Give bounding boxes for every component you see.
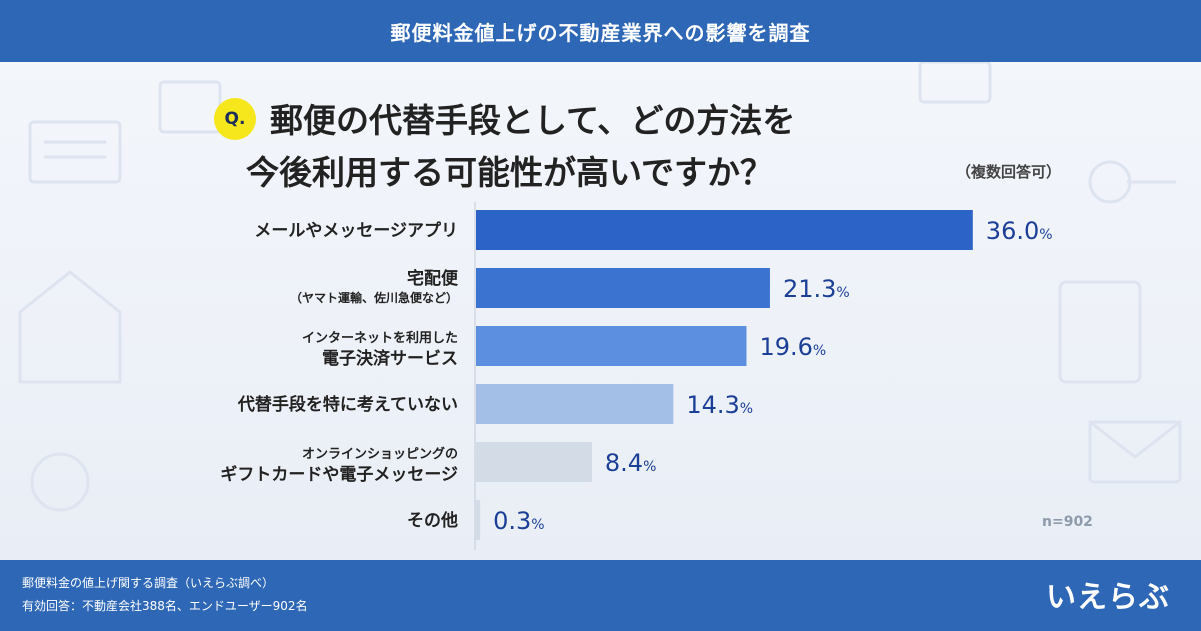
bar-2: [476, 326, 747, 366]
footer-bar: 郵便料金の値上げ関する調査（いえらぶ調べ） 有効回答：不動産会社388名、エンド…: [0, 560, 1201, 631]
bar-3: [476, 384, 674, 424]
category-label-5-0: その他: [407, 510, 458, 531]
category-label-2-0: インターネットを利用した: [302, 330, 458, 346]
header-title: 郵便料金値上げの不動産業界への影響を調査: [390, 20, 811, 45]
bar-4: [476, 442, 592, 482]
content-area: Q. 郵便の代替手段として、どの方法を 今後利用する可能性が高いですか？ （複数…: [0, 62, 1201, 560]
category-label-1-0: 宅配便: [407, 268, 459, 289]
house-icon: [18, 270, 122, 384]
document-icon: [28, 120, 122, 184]
category-label-4-1: ギフトカードや電子メッセージ: [220, 465, 458, 485]
value-label-3: 14.3%: [686, 391, 753, 419]
envelope-icon: [1088, 420, 1182, 484]
value-label-2: 19.6%: [759, 333, 826, 361]
question-line-2: 今後利用する可能性が高いですか？: [246, 153, 774, 192]
question-note: （複数回答可）: [956, 163, 1062, 181]
clipboard-icon: [1058, 280, 1142, 384]
bar-chart: メールやメッセージアプリ 36.0% 宅配便（ヤマト運輸、佐川急便など） 21.3% イ…: [220, 202, 1053, 550]
background-decoration: [18, 62, 1182, 512]
footer-respondents: 有効回答：不動産会社388名、エンドユーザー902名: [22, 599, 308, 613]
question-line-1: 郵便の代替手段として、どの方法を: [270, 101, 796, 140]
book-icon: [918, 62, 992, 104]
sample-size: n=902: [1042, 514, 1093, 530]
bar-5: [476, 500, 481, 540]
question-badge: Q.: [214, 98, 256, 140]
category-label-0-0: メールやメッセージアプリ: [254, 220, 458, 241]
category-label-1-1: （ヤマト運輸、佐川急便など）: [290, 290, 458, 305]
category-label-3-0: 代替手段を特に考えていない: [237, 394, 458, 415]
person-icon: [30, 452, 90, 512]
header-bar: 郵便料金値上げの不動産業界への影響を調査: [0, 0, 1201, 62]
question-block: Q. 郵便の代替手段として、どの方法を 今後利用する可能性が高いですか？ （複数…: [0, 84, 1201, 214]
value-label-5: 0.3%: [493, 507, 544, 535]
value-label-0: 36.0%: [986, 217, 1053, 245]
footer-survey-title: 郵便料金の値上げ関する調査（いえらぶ調べ）: [22, 576, 275, 590]
value-label-4: 8.4%: [605, 449, 656, 477]
bar-1: [476, 268, 770, 308]
category-label-2-1: 電子決済サービス: [322, 348, 458, 369]
value-label-1: 21.3%: [783, 275, 850, 303]
category-label-4-0: オンラインショッピングの: [302, 446, 458, 462]
bar-0: [476, 210, 973, 250]
brand-logo: いえらぶ: [1046, 580, 1170, 615]
